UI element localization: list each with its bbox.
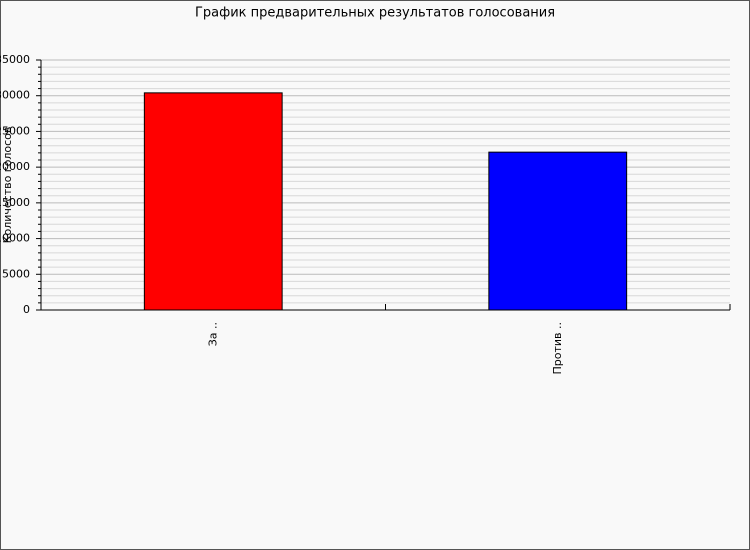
y-tick-label: 5000 [2, 267, 30, 280]
y-tick-label: 15000 [0, 196, 30, 209]
y-tick-label: 0 [23, 303, 30, 316]
chart-title: График предварительных результатов голос… [195, 6, 555, 21]
bar [488, 151, 628, 311]
y-tick-label: 20000 [0, 160, 30, 173]
y-tick-label: 10000 [0, 232, 30, 245]
y-axis-label: Количество голосов [1, 127, 14, 244]
y-tick-label: 25000 [0, 124, 30, 137]
bar [143, 92, 283, 311]
y-tick-label: 30000 [0, 89, 30, 102]
x-tick-label: Против .. [551, 322, 564, 375]
y-tick-label: 35000 [0, 53, 30, 66]
x-tick-label: За .. [206, 322, 219, 346]
